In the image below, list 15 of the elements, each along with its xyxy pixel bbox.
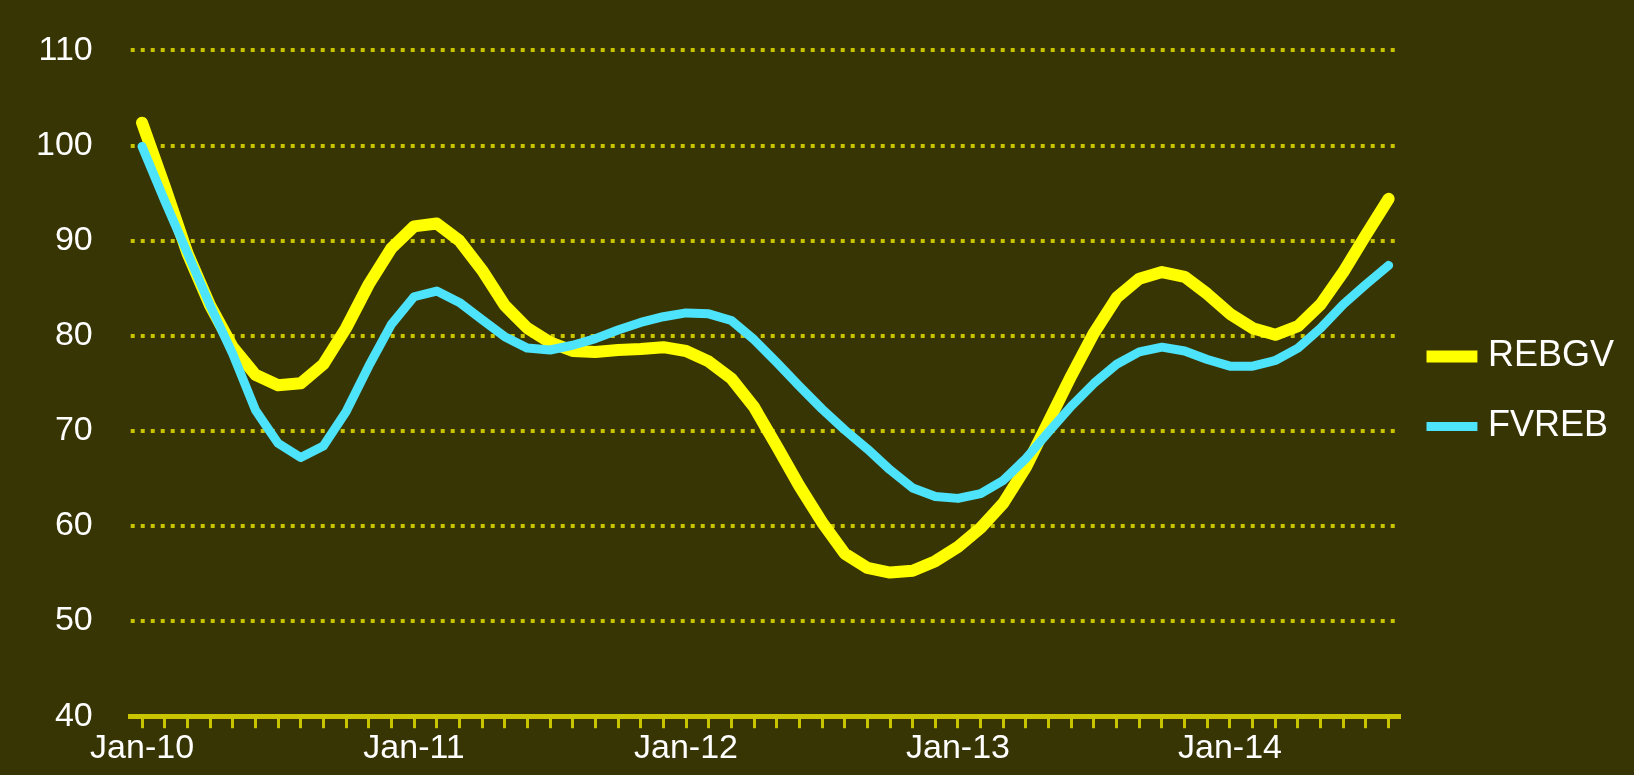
- y-tick-label: 60: [54, 504, 93, 543]
- y-tick-label: 40: [54, 694, 93, 733]
- legend-label: REBGV: [1487, 333, 1615, 375]
- x-tick-label: Jan-13: [906, 726, 1010, 765]
- y-tick-label: 80: [54, 314, 93, 353]
- x-tick-label: Jan-12: [634, 726, 738, 765]
- y-tick-label: 100: [35, 123, 93, 162]
- x-tick-label: Jan-10: [90, 726, 195, 765]
- x-tick-label: Jan-11: [363, 726, 465, 765]
- y-tick-label: 70: [54, 409, 93, 448]
- y-tick-label: 50: [54, 599, 93, 638]
- x-tick-label: Jan-14: [1177, 726, 1282, 765]
- legend-label: FVREB: [1487, 403, 1608, 445]
- y-tick-label: 110: [38, 28, 93, 67]
- y-tick-label: 90: [54, 219, 93, 257]
